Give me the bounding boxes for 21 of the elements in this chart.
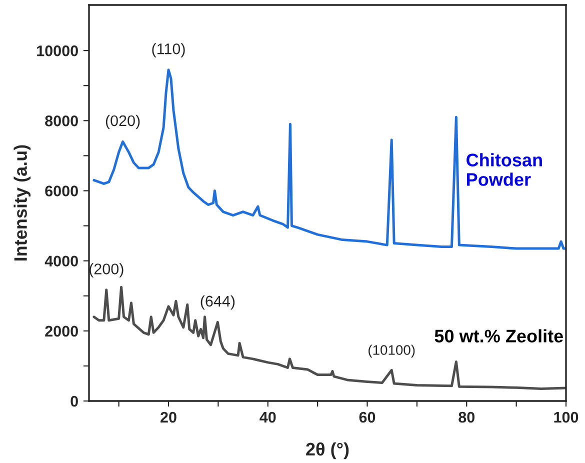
annotation: (644) <box>200 295 235 310</box>
y-tick-label: 10000 <box>37 45 78 56</box>
annotation: (020) <box>106 114 140 130</box>
y-axis-title: Intensity (a.u) <box>14 145 31 260</box>
annotation: (110) <box>152 43 185 58</box>
y-tick-label: 6000 <box>45 186 78 196</box>
series-label: 50 wt.% Zeolite <box>434 329 564 342</box>
x-axis-title: 2θ (°) <box>306 442 349 460</box>
series-label: Chitosan Powder <box>466 153 542 186</box>
annotation: (10100) <box>368 344 415 358</box>
y-tick-label: 8000 <box>45 116 78 126</box>
x-tick-label: 80 <box>458 412 474 423</box>
y-tick-label: 0 <box>70 396 78 407</box>
y-tick-label: 4000 <box>44 256 78 267</box>
x-tick-label: 20 <box>160 412 176 423</box>
x-tick-label: 60 <box>359 412 376 423</box>
line-series <box>92 286 566 390</box>
y-tick-label: 2000 <box>45 326 78 337</box>
line-series <box>92 68 566 250</box>
x-tick-label: 100 <box>554 412 578 423</box>
x-tick-label: 40 <box>260 412 276 423</box>
